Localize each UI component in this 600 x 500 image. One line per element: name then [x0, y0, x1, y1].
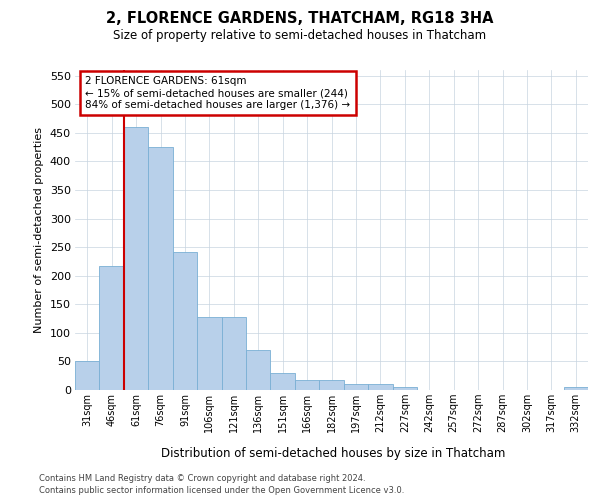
Bar: [100, 266, 124, 390]
Text: 2 FLORENCE GARDENS: 61sqm
← 15% of semi-detached houses are smaller (244)
84% of: 2 FLORENCE GARDENS: 61sqm ← 15% of semi-…: [85, 76, 350, 110]
Bar: [295, 380, 319, 390]
Y-axis label: Number of semi-detached properties: Number of semi-detached properties: [34, 127, 44, 333]
Bar: [221, 317, 246, 390]
Bar: [271, 373, 295, 390]
Bar: [124, 127, 148, 390]
Bar: [173, 252, 197, 390]
Bar: [148, 147, 173, 390]
Text: Size of property relative to semi-detached houses in Thatcham: Size of property relative to semi-detach…: [113, 29, 487, 42]
Bar: [368, 384, 392, 390]
Bar: [392, 387, 417, 390]
Text: Contains HM Land Registry data © Crown copyright and database right 2024.: Contains HM Land Registry data © Crown c…: [39, 474, 365, 483]
Text: Contains public sector information licensed under the Open Government Licence v3: Contains public sector information licen…: [39, 486, 404, 495]
Bar: [319, 380, 344, 390]
Bar: [246, 350, 271, 390]
Bar: [197, 317, 221, 390]
Bar: [75, 361, 100, 390]
Text: 2, FLORENCE GARDENS, THATCHAM, RG18 3HA: 2, FLORENCE GARDENS, THATCHAM, RG18 3HA: [106, 11, 494, 26]
Bar: [344, 384, 368, 390]
Text: Distribution of semi-detached houses by size in Thatcham: Distribution of semi-detached houses by …: [161, 448, 505, 460]
Bar: [563, 387, 588, 390]
